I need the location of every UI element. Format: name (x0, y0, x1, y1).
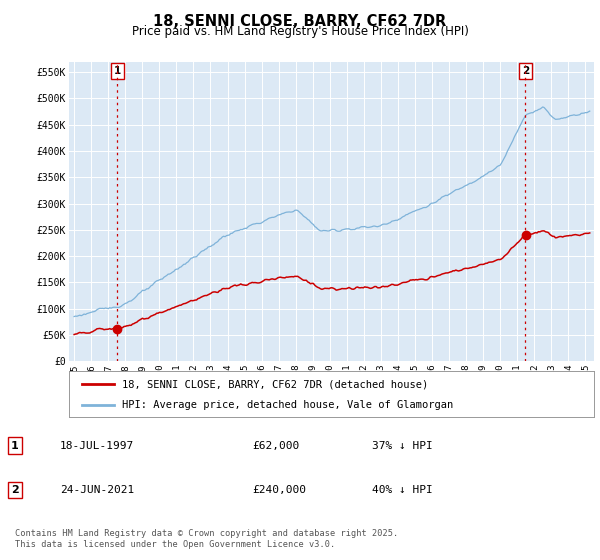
Text: Price paid vs. HM Land Registry's House Price Index (HPI): Price paid vs. HM Land Registry's House … (131, 25, 469, 38)
Text: 18-JUL-1997: 18-JUL-1997 (60, 441, 134, 451)
Text: 24-JUN-2021: 24-JUN-2021 (60, 485, 134, 495)
Text: £240,000: £240,000 (252, 485, 306, 495)
Text: 1: 1 (11, 441, 19, 451)
Text: 37% ↓ HPI: 37% ↓ HPI (372, 441, 433, 451)
Text: 18, SENNI CLOSE, BARRY, CF62 7DR: 18, SENNI CLOSE, BARRY, CF62 7DR (154, 14, 446, 29)
Text: £62,000: £62,000 (252, 441, 299, 451)
Text: 2: 2 (522, 66, 529, 76)
Text: 1: 1 (114, 66, 121, 76)
Text: 18, SENNI CLOSE, BARRY, CF62 7DR (detached house): 18, SENNI CLOSE, BARRY, CF62 7DR (detach… (121, 379, 428, 389)
Text: Contains HM Land Registry data © Crown copyright and database right 2025.
This d: Contains HM Land Registry data © Crown c… (15, 529, 398, 549)
Text: 2: 2 (11, 485, 19, 495)
Text: HPI: Average price, detached house, Vale of Glamorgan: HPI: Average price, detached house, Vale… (121, 400, 453, 410)
Text: 40% ↓ HPI: 40% ↓ HPI (372, 485, 433, 495)
